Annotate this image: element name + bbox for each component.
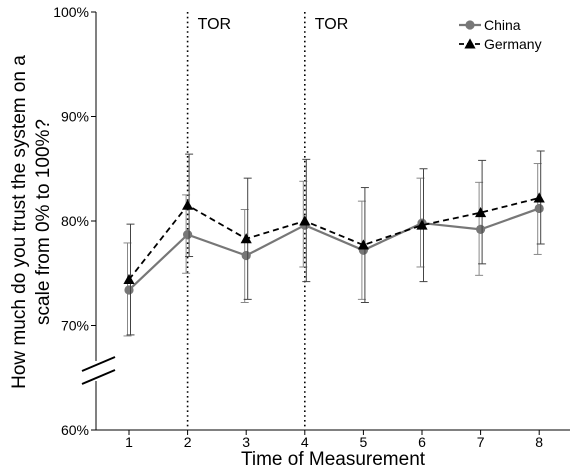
axes: 60% 70% 80% 90% 100% 1 2 3 4 5 6 7 8 <box>53 4 570 450</box>
tor-marker-label: TOR <box>315 16 348 33</box>
data-point <box>240 233 252 244</box>
series-line <box>128 207 540 291</box>
legend-label: China <box>484 17 521 33</box>
y-tick-label: 100% <box>53 4 89 20</box>
y-tick-label: 60% <box>61 422 89 438</box>
x-tick-label: 7 <box>477 434 485 450</box>
x-tick-label: 1 <box>125 434 133 450</box>
series-china <box>123 163 544 337</box>
data-point <box>475 207 487 218</box>
data-point <box>299 215 311 226</box>
y-tick-label: 90% <box>61 109 89 125</box>
tor-marker-label: TOR <box>198 16 231 33</box>
x-tick-label: 2 <box>184 434 192 450</box>
y-tick-label: 70% <box>61 318 89 334</box>
y-tick-label: 80% <box>61 213 89 229</box>
legend-swatch-marker <box>465 20 475 30</box>
x-tick-label: 6 <box>418 434 426 450</box>
x-axis-title: Time of Measurement <box>241 449 426 468</box>
x-tick-label: 3 <box>242 434 250 450</box>
legend-swatch-marker <box>464 38 476 49</box>
x-tick-label: 5 <box>360 434 368 450</box>
data-point <box>416 219 428 230</box>
y-axis-title-line-1: How much do you trust the system on a <box>9 55 30 389</box>
data-point <box>534 203 544 214</box>
series-layer <box>123 150 545 337</box>
data-point <box>123 273 135 284</box>
legend: China Germany <box>459 17 542 52</box>
data-point <box>476 224 486 234</box>
tor-guides: TOR TOR <box>186 12 348 430</box>
axis-break-mark <box>81 369 116 385</box>
axis-break-mark <box>81 356 116 372</box>
data-point <box>241 250 251 261</box>
data-point <box>357 239 369 250</box>
y-axis-title-line-2: scale from 0% to 100%? <box>33 119 54 325</box>
data-point <box>183 229 193 240</box>
x-tick-label: 8 <box>535 434 543 450</box>
series-line <box>128 197 540 281</box>
data-point <box>533 192 545 203</box>
data-point <box>182 199 194 210</box>
x-tick-label: 4 <box>301 434 309 450</box>
data-point <box>124 285 134 295</box>
series-germany <box>123 150 545 336</box>
legend-label: Germany <box>484 36 542 52</box>
